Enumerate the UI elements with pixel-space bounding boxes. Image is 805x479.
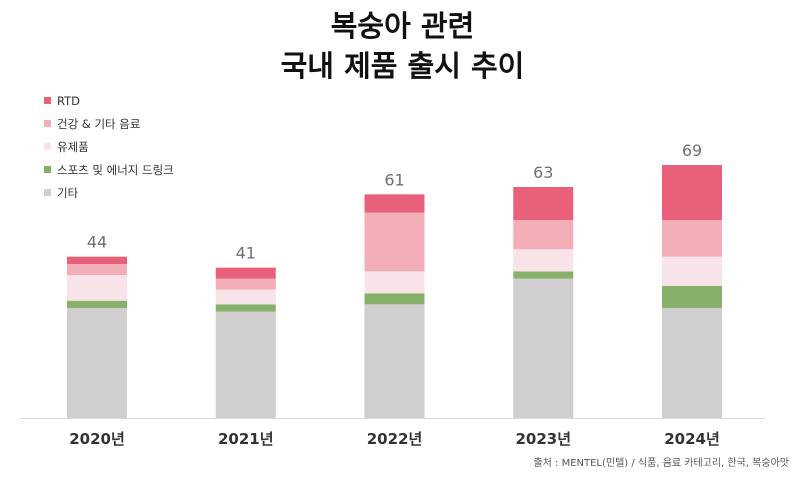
legend-label: 스포츠 및 에너지 드링크: [57, 162, 174, 177]
legend-swatch: [44, 97, 51, 104]
bar-segment: [364, 194, 425, 213]
legend-item: 기타: [44, 181, 174, 204]
total-labels: 44 41 61 63 69: [87, 141, 702, 263]
category-label: 2020년: [69, 430, 125, 448]
bar-segment: [513, 271, 574, 279]
bar-segment: [513, 249, 574, 272]
category-label: 2021년: [218, 430, 274, 448]
category-labels: 2020년 2021년 2022년 2023년 2024년: [69, 430, 720, 448]
bar-segment: [67, 275, 127, 301]
legend-item: 스포츠 및 에너지 드링크: [44, 158, 174, 181]
legend: RTD 건강 & 기타 음료 유제품 스포츠 및 에너지 드링크 기타: [44, 89, 174, 204]
bar-segment: [513, 278, 574, 418]
category-label: 2024년: [664, 430, 720, 448]
bar-segment: [662, 308, 722, 418]
legend-label: 기타: [57, 185, 79, 200]
source-note: 출처 : MENTEL(민텔) / 식품, 음료 카테고리, 한국, 복숭아맛: [533, 458, 789, 469]
bar-segment: [67, 300, 127, 308]
bar-segment: [662, 286, 722, 308]
bar-segment: [67, 256, 127, 264]
legend-label: RTD: [57, 93, 81, 108]
bars: [67, 165, 722, 418]
bar-segment: [364, 271, 425, 294]
bar-segment: [215, 278, 276, 290]
bar-segment: [215, 304, 276, 312]
legend-label: 유제품: [57, 139, 89, 154]
bar-segment: [215, 267, 276, 279]
total-label: 63: [533, 163, 553, 182]
bar-segment: [662, 220, 722, 257]
chart-title: 복숭아 관련 국내 제품 출시 추이: [280, 9, 525, 83]
bar-segment: [364, 212, 425, 272]
total-label: 69: [682, 141, 702, 160]
bar-segment: [662, 256, 722, 286]
bar-segment: [215, 289, 276, 305]
legend-item: 건강 & 기타 음료: [44, 112, 174, 135]
bar-segment: [513, 220, 574, 250]
category-label: 2023년: [515, 430, 571, 448]
legend-item: 유제품: [44, 135, 174, 158]
bar-segment: [364, 293, 425, 305]
category-label: 2022년: [367, 430, 423, 448]
bar-segment: [662, 165, 722, 220]
legend-swatch: [44, 189, 51, 196]
bar-segment: [364, 304, 425, 418]
total-label: 61: [384, 170, 404, 189]
legend-swatch: [44, 143, 51, 150]
bar-segment: [215, 311, 276, 418]
total-label: 41: [236, 244, 256, 263]
bar-segment: [67, 264, 127, 275]
bar-segment: [67, 308, 127, 418]
legend-label: 건강 & 기타 음료: [57, 116, 141, 131]
legend-item: RTD: [44, 89, 174, 112]
total-label: 44: [87, 233, 107, 252]
legend-swatch: [44, 166, 51, 173]
bar-segment: [513, 187, 574, 220]
legend-swatch: [44, 120, 51, 127]
